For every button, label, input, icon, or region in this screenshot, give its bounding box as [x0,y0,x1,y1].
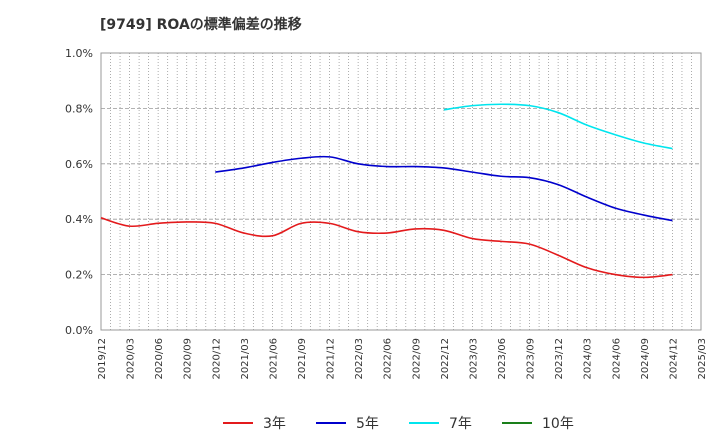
y-tick-label: 0.6% [65,158,93,171]
x-tick-label: 2024/06 [611,338,622,380]
x-tick-label: 2020/09 [183,338,194,380]
x-tick-label: 2020/03 [126,338,137,380]
series-layer [100,103,673,279]
series-line [100,217,673,279]
x-tick-label: 2021/03 [240,338,251,380]
x-tick-label: 2023/12 [554,338,565,380]
series-line [215,155,673,222]
y-tick-label: 0.0% [65,324,93,337]
y-tick-label: 0.4% [65,213,93,226]
series-line [443,103,673,150]
y-tick-label: 0.8% [65,102,93,115]
y-tick-label: 1.0% [65,47,93,60]
x-tick-label: 2023/09 [526,338,537,380]
x-tick-label: 2020/12 [211,338,222,380]
x-tick-label: 2022/06 [383,338,394,380]
x-tick-label: 2019/12 [97,338,108,380]
x-tick-label: 2022/03 [354,338,365,380]
x-tick-label: 2024/03 [583,338,594,380]
x-tick-label: 2023/06 [497,338,508,380]
x-tick-label: 2021/12 [326,338,337,380]
x-tick-label: 2021/09 [297,338,308,380]
chart-title: [9749] ROAの標準偏差の推移 [100,17,302,33]
x-tick-label: 2024/12 [668,338,679,380]
x-tick-label: 2020/06 [154,338,165,380]
x-tick-label: 2025/03 [697,338,708,380]
y-tick-label: 0.2% [65,269,93,282]
x-tick-label: 2023/03 [468,338,479,380]
x-tick-label: 2021/06 [268,338,279,380]
axis-layer: 0.0% 0.2% 0.4% 0.6% 0.8% 1.0% 2019/12 2020/03 20… [65,47,708,380]
x-tick-label: 2022/12 [440,338,451,380]
grid-layer [100,52,702,331]
plot-area [100,52,702,331]
x-tick-label: 2022/09 [411,338,422,380]
x-tick-label: 2024/09 [640,338,651,380]
